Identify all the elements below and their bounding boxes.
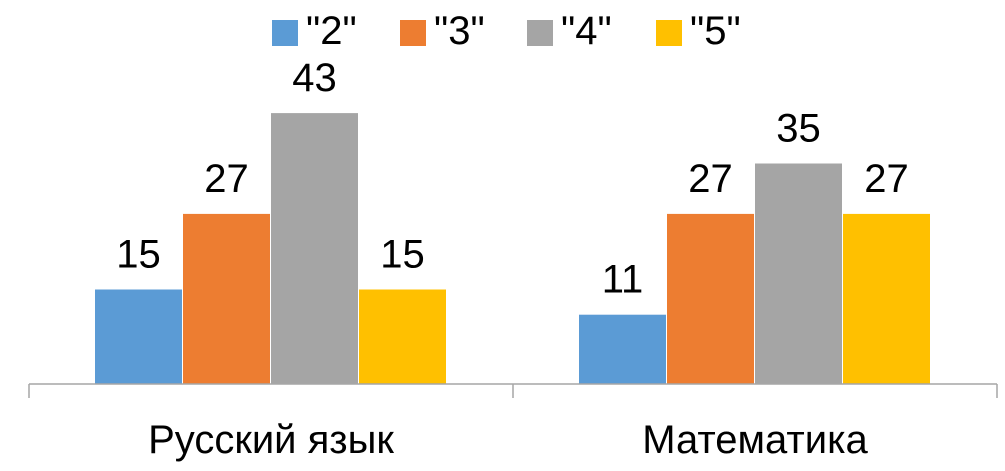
category-labels-group: Русский язык Математика xyxy=(148,418,868,462)
x-axis xyxy=(28,383,998,398)
bars-group xyxy=(95,113,930,384)
category-label: Русский язык xyxy=(148,418,394,462)
bar-math-series-1 xyxy=(579,314,666,384)
legend: "2" "3" "4" "5" xyxy=(272,9,741,53)
legend-swatch xyxy=(272,20,298,46)
legend-swatch xyxy=(527,20,553,46)
bar-russian-series-3 xyxy=(271,113,358,384)
bar-russian-series-4 xyxy=(359,289,446,384)
bar-russian-series-2 xyxy=(183,213,270,384)
legend-label: "3" xyxy=(434,9,485,53)
data-label: 27 xyxy=(204,157,249,201)
bar-math-series-4 xyxy=(843,213,930,384)
data-labels-group: 15 27 43 15 11 27 35 27 xyxy=(116,56,909,302)
data-label: 27 xyxy=(864,157,909,201)
bar-math-series-3 xyxy=(755,163,842,384)
legend-label: "4" xyxy=(561,9,612,53)
legend-swatch xyxy=(400,20,426,46)
data-label: 43 xyxy=(292,56,337,100)
data-label: 11 xyxy=(602,258,644,302)
bar-russian-series-1 xyxy=(95,289,182,384)
data-label: 27 xyxy=(688,157,733,201)
category-label: Математика xyxy=(642,418,868,462)
data-label: 15 xyxy=(380,233,425,277)
data-label: 35 xyxy=(776,107,821,151)
legend-swatch xyxy=(656,20,682,46)
bar-math-series-2 xyxy=(667,213,754,384)
legend-label: "2" xyxy=(306,9,357,53)
data-label: 15 xyxy=(116,233,161,277)
legend-label: "5" xyxy=(690,9,741,53)
